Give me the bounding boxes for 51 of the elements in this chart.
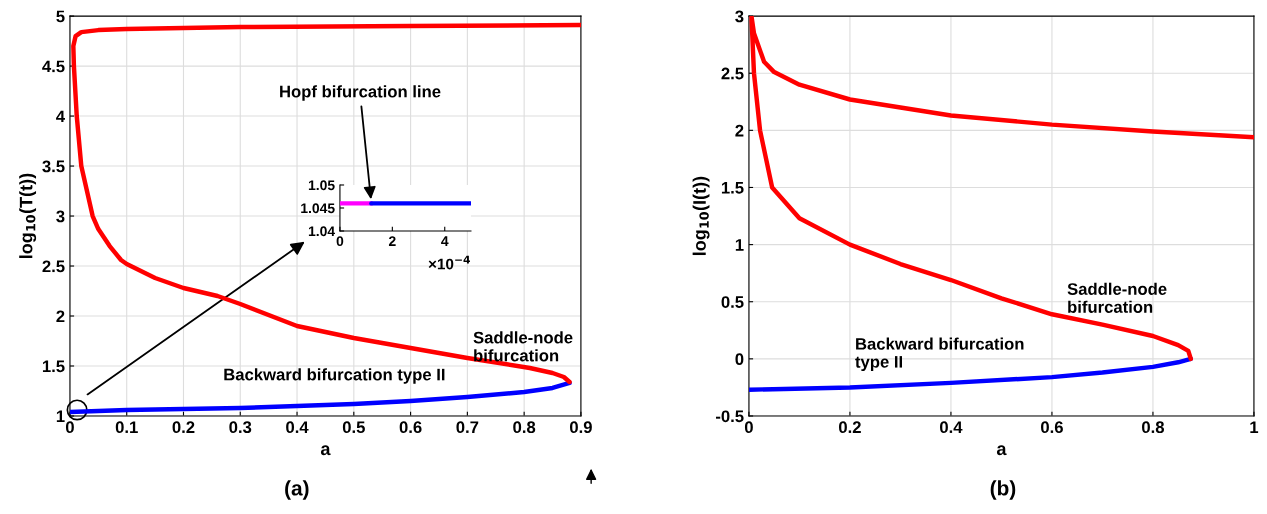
- y-tick-label: 1.04: [308, 226, 335, 237]
- y-tick-label: 1: [56, 410, 65, 423]
- annotation: Hopf bifurcation line: [280, 85, 441, 101]
- y-axis-title: log$_{10}$(I(t)): [692, 176, 710, 256]
- x-tick-label: 0.8: [513, 421, 536, 434]
- y-tick-label: 1.5: [721, 182, 744, 194]
- x-tick-label: 4: [441, 236, 449, 246]
- x-tick-label: 1: [1250, 421, 1259, 433]
- x-tick-label: 0: [744, 421, 753, 434]
- y-tick-label: 4: [56, 110, 65, 123]
- x-tick-label: 0.6: [399, 421, 422, 434]
- y-tick-label: 2: [735, 124, 744, 137]
- x-tick-label: 0.3: [229, 421, 252, 434]
- x-tick-label: 0.1: [115, 421, 138, 434]
- annotation: Backward bifurcation type II: [224, 368, 445, 384]
- x-tick-label: 0.2: [839, 421, 861, 434]
- y-tick-label: 3.5: [42, 160, 65, 173]
- x-tick-label: 0.6: [1041, 421, 1063, 434]
- x-tick-label: 0: [336, 236, 344, 247]
- y-tick-label: 1.5: [42, 360, 65, 373]
- y-tick-label: 3: [56, 210, 65, 223]
- y-tick-label: 0: [735, 353, 744, 366]
- line-series: [71, 22, 581, 385]
- text: (a): [285, 480, 309, 500]
- annotation: Saddle-node bifurcation: [473, 331, 573, 362]
- y-tick-label: 0.5: [721, 296, 744, 308]
- y-tick-label: 1.05: [308, 180, 335, 191]
- y-tick-label: 3: [735, 10, 744, 23]
- x-tick-label: 0: [65, 421, 74, 434]
- y-tick-label: 5: [56, 10, 65, 23]
- x-tick-label: 0.8: [1142, 421, 1165, 434]
- x-tick-label: 0.4: [286, 421, 309, 434]
- annotation: ×10$^{−4}$: [428, 255, 470, 270]
- annotation: Saddle-node bifurcation: [1067, 282, 1167, 313]
- x-tick-label: 0.9: [569, 421, 592, 434]
- y-tick-label: 2: [56, 310, 65, 323]
- x-tick-label: 0.5: [342, 421, 365, 434]
- x-tick-label: 0.7: [456, 421, 479, 434]
- annotation: Backward bifurcation type II: [855, 337, 1024, 372]
- x-tick-label: 2: [388, 236, 396, 246]
- x-axis-title: a: [320, 445, 331, 456]
- y-tick-label: 1.045: [301, 203, 335, 214]
- y-tick-label: 2.5: [42, 260, 65, 273]
- y-axis-title: log$_{10}$(T(t)): [19, 173, 37, 259]
- x-tick-label: 0.4: [940, 421, 963, 434]
- x-axis-title: a: [996, 445, 1007, 456]
- text: (b): [990, 480, 1016, 500]
- y-tick-label: 2.5: [721, 67, 744, 80]
- y-tick-label: -0.5: [716, 410, 744, 423]
- y-tick-label: 4.5: [42, 60, 65, 73]
- x-tick-label: 0.2: [172, 421, 195, 434]
